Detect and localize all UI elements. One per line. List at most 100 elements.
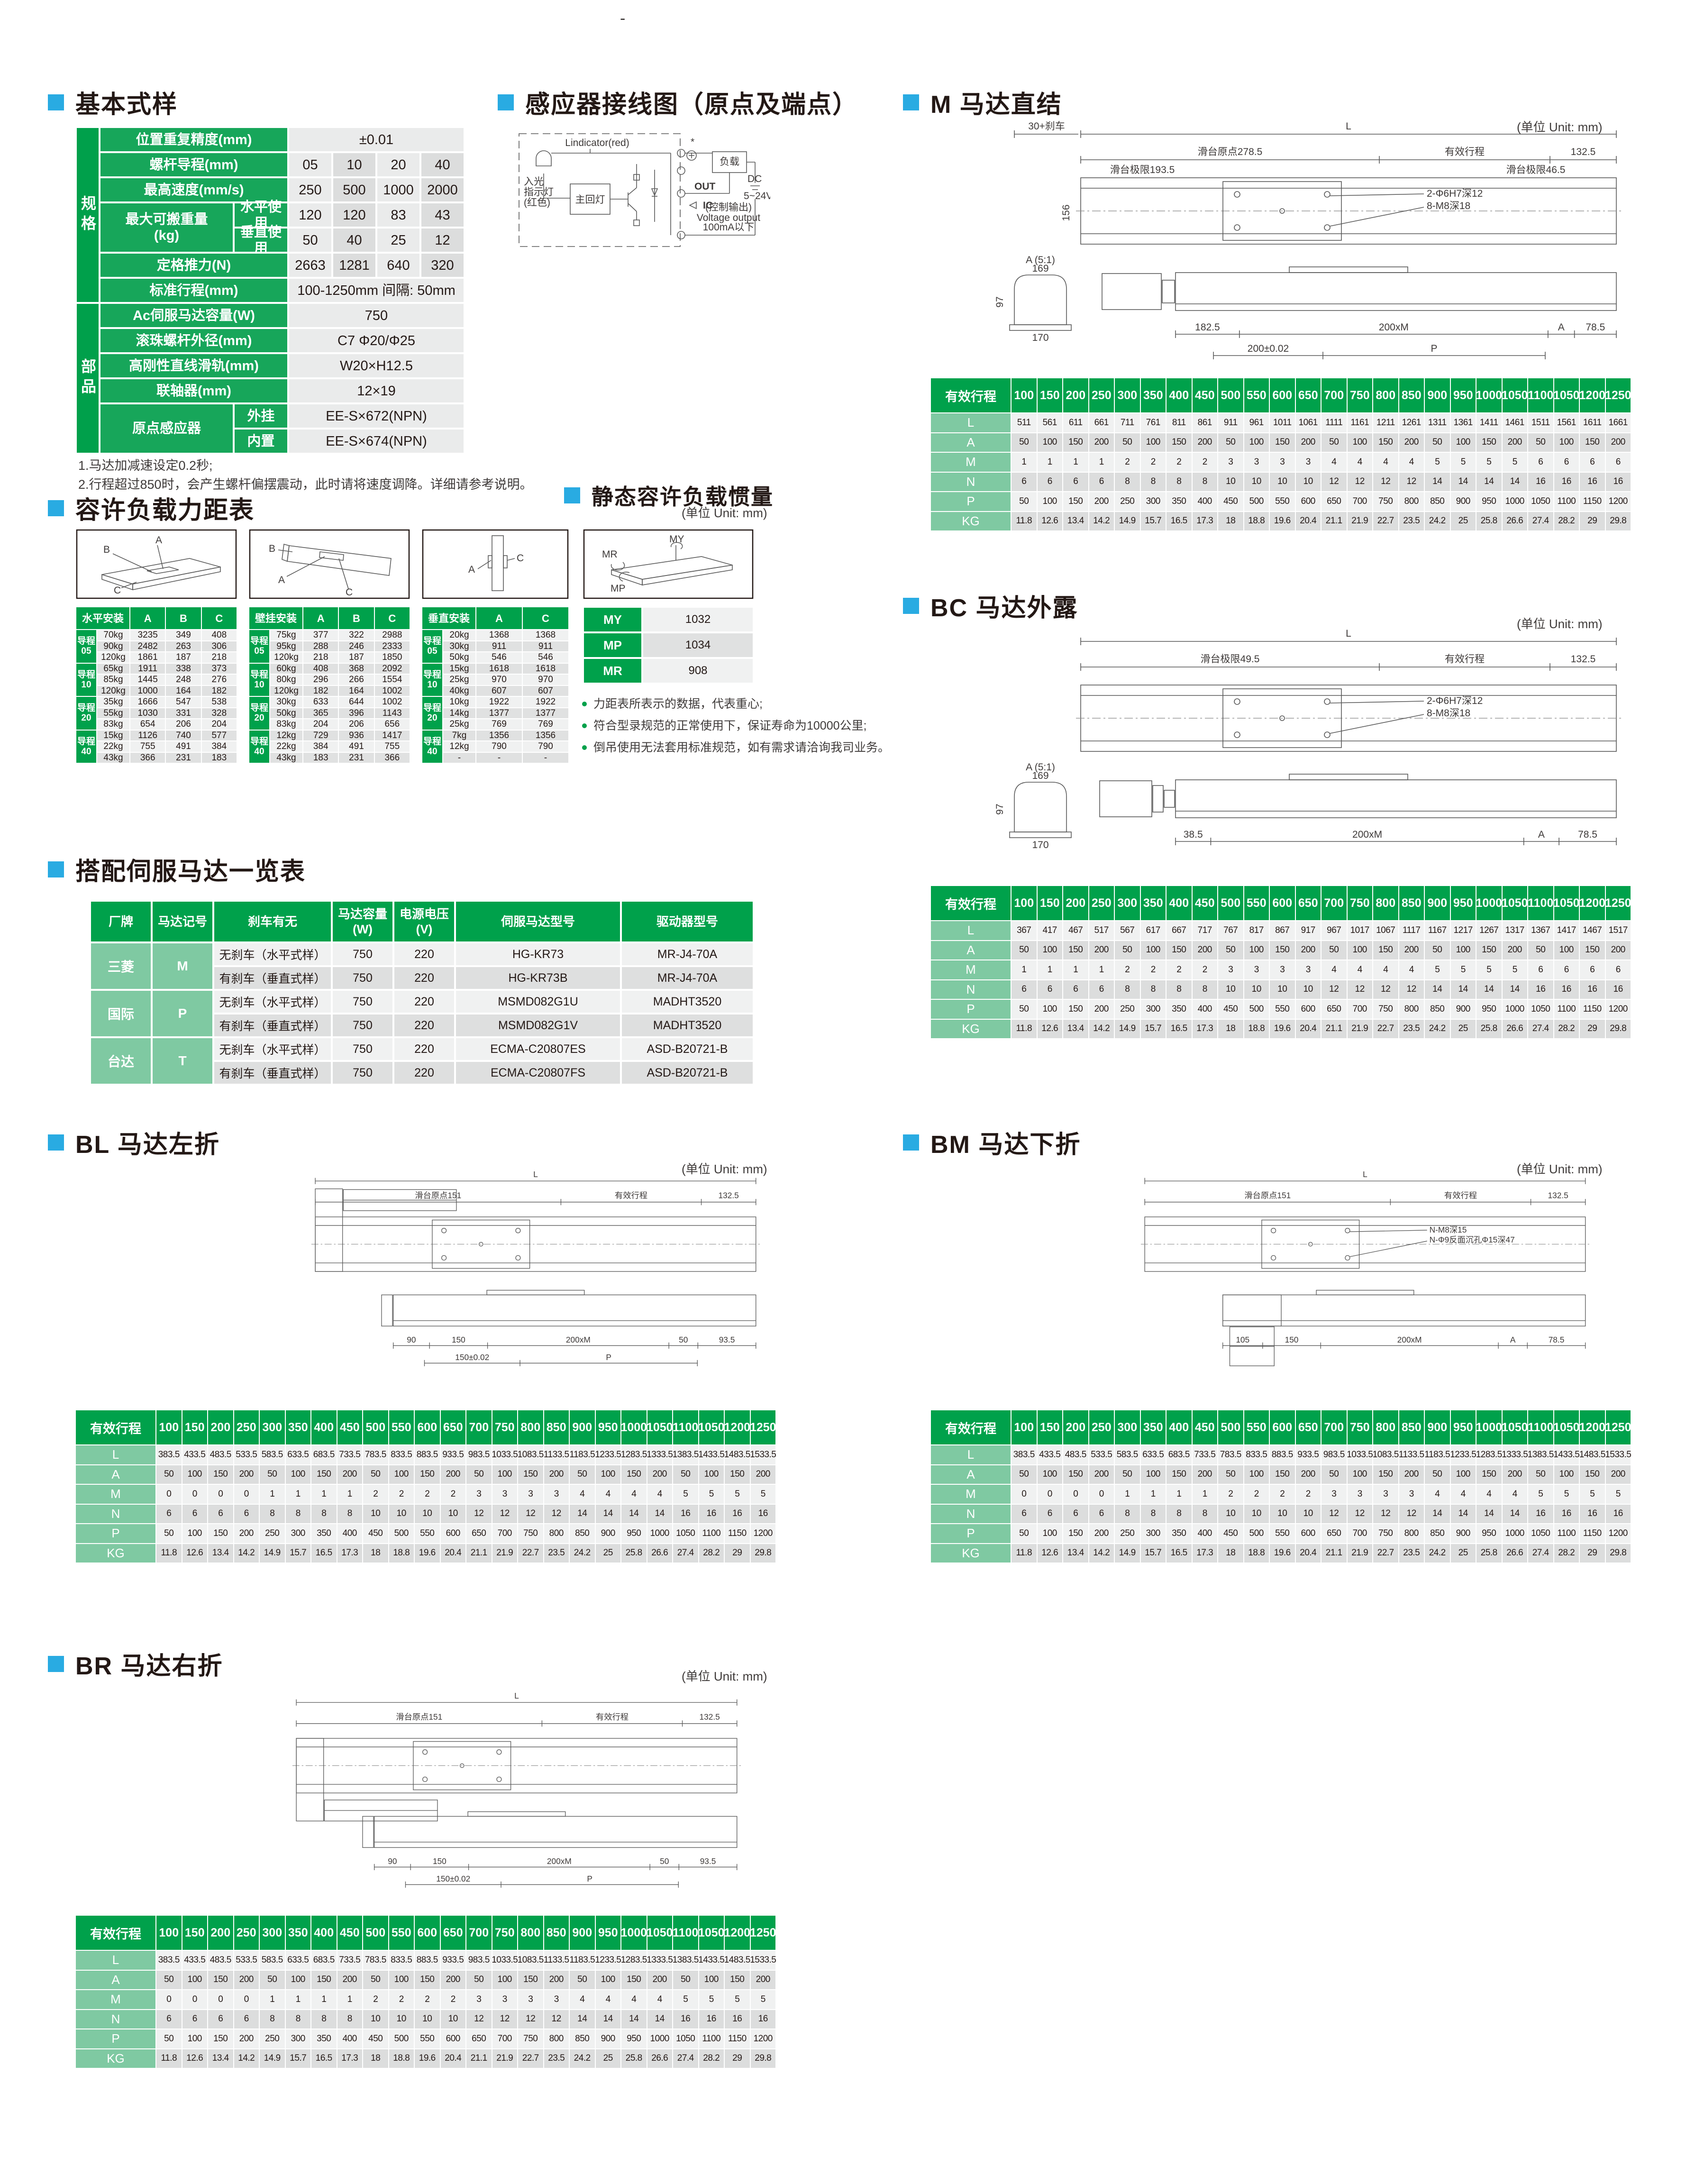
stroke-data-cell: 150 <box>1476 940 1502 960</box>
lead-group-label: 导程 05 <box>76 630 97 663</box>
svg-text:L: L <box>1346 628 1351 639</box>
spec-value: 2663 <box>288 253 332 278</box>
inertia-notes: 力距表所表示的数据，代表重心; 符合型录规范的正常使用下，保证寿命为10000公… <box>582 693 890 758</box>
stroke-data-cell: 6 <box>233 1504 259 1524</box>
stroke-data-cell: 16 <box>1605 472 1631 492</box>
stroke-data-cell: 1011 <box>1269 413 1295 433</box>
stroke-row-label: P <box>930 492 1011 512</box>
stroke-data-cell: 567 <box>1114 921 1140 941</box>
stroke-header-cell: 850 <box>543 1410 569 1445</box>
main-circuit-label: 主回灯 <box>575 194 605 205</box>
sensor-wiring-diagram: 入光 指示灯 (红色) Lindicator(red) 主回灯 * OUT IC… <box>519 133 770 247</box>
stroke-header-cell: 750 <box>1347 1410 1373 1445</box>
stroke-data-cell: 917 <box>1295 921 1321 941</box>
stroke-data-cell: 611 <box>1063 413 1089 433</box>
stroke-data-cell: 483.5 <box>208 1445 234 1465</box>
stroke-data-cell: 4 <box>1450 1484 1476 1504</box>
moment-value-cell: 1002 <box>374 685 410 696</box>
svg-text:2-Φ6H7深12: 2-Φ6H7深12 <box>1427 695 1483 706</box>
moment-value-cell: 790 <box>522 741 569 752</box>
stroke-data-cell: 200 <box>1605 1464 1631 1484</box>
svg-text:90: 90 <box>388 1856 397 1866</box>
stroke-data-cell: 16 <box>1553 472 1579 492</box>
servo-col-header: 驱动器型号 <box>621 901 754 942</box>
stroke-data-cell: 12 <box>466 2009 492 2029</box>
stroke-data-cell: 683.5 <box>311 1445 337 1465</box>
moment-value-cell: 970 <box>476 674 522 685</box>
stroke-data-cell: 100 <box>492 1970 518 1990</box>
moment-col-header: C <box>522 607 569 630</box>
stroke-data-cell: 14 <box>1476 979 1502 999</box>
stroke-data-cell: 1 <box>1088 960 1114 980</box>
moment-value-cell: 491 <box>338 741 374 752</box>
stroke-data-cell: 1 <box>259 1990 285 2010</box>
stroke-data-cell: 12 <box>1347 979 1373 999</box>
stroke-data-cell: 100 <box>1347 1464 1373 1484</box>
inertia-value: 1032 <box>642 607 754 632</box>
stroke-data-cell: 2 <box>414 1484 440 1504</box>
stroke-data-cell: 0 <box>1037 1484 1063 1504</box>
stroke-data-cell: 12 <box>1373 1504 1399 1524</box>
stroke-data-cell: 27.4 <box>673 2048 699 2068</box>
svg-text:200xM: 200xM <box>1397 1335 1422 1344</box>
svg-text:78.5: 78.5 <box>1586 322 1605 333</box>
stroke-data-cell: 150 <box>208 1464 234 1484</box>
stroke-data-cell: 5 <box>1424 452 1450 472</box>
stroke-data-cell: 367 <box>1011 921 1037 941</box>
stroke-data-cell: 50 <box>1528 1464 1554 1484</box>
moment-value-cell: 1911 <box>130 663 166 674</box>
stroke-data-cell: 1 <box>1037 960 1063 980</box>
br-right-fold-drawing: L 滑台原点151 有效行程 132.5 90 150 200xM 50 93.5 150±0.0… <box>292 1691 741 1888</box>
stroke-data-cell: 900 <box>1450 999 1476 1019</box>
stroke-data-cell: 16 <box>1528 979 1554 999</box>
stroke-header-cell: 300 <box>1114 1410 1140 1445</box>
stroke-data-cell: 27.4 <box>1528 1019 1554 1039</box>
section-title: 静态容许负载惯量 <box>592 484 774 509</box>
stroke-data-cell: 250 <box>259 2029 285 2049</box>
stroke-header-cell: 550 <box>388 1410 414 1445</box>
stroke-data-cell: 150 <box>518 1464 544 1484</box>
load-kg-cell: 25kg <box>443 674 476 685</box>
stroke-header-cell: 1200 <box>1579 1410 1605 1445</box>
moment-col-header: B <box>338 607 374 630</box>
stroke-data-cell: 983.5 <box>1321 1445 1347 1465</box>
moment-col-header: A <box>476 607 522 630</box>
section-title: 搭配伺服马达一览表 <box>75 858 306 886</box>
stroke-data-cell: 150 <box>1579 1464 1605 1484</box>
spec-sublabel: 垂直使用 <box>234 225 288 256</box>
moment-value-cell: 288 <box>303 640 339 652</box>
stroke-header-cell: 1100 <box>1528 1410 1554 1445</box>
stroke-data-cell: 800 <box>543 1524 569 1544</box>
stroke-data-cell: 12 <box>1321 472 1347 492</box>
stroke-header-cell: 950 <box>1450 1410 1476 1445</box>
load-kg-cell: 120kg <box>270 652 303 663</box>
stroke-data-cell: 1183.5 <box>569 1950 595 1970</box>
stroke-data-cell: 19.6 <box>1269 511 1295 531</box>
stroke-data-cell: 14 <box>621 2009 647 2029</box>
stroke-header-cell: 1050 <box>1553 378 1580 413</box>
stroke-data-cell: 200 <box>1605 432 1631 452</box>
stroke-data-cell: 1 <box>1063 960 1089 980</box>
stroke-data-cell: 21.9 <box>1347 1543 1373 1563</box>
stroke-data-cell: 500 <box>1243 999 1269 1019</box>
moment-value-cell: 296 <box>303 674 339 685</box>
moment-value-cell: 182 <box>201 685 237 696</box>
moment-value-cell: 1554 <box>374 674 410 685</box>
stroke-data-cell: 1100 <box>1553 1524 1579 1544</box>
stroke-data-cell: 100 <box>1243 940 1269 960</box>
stroke-data-cell: 12 <box>543 1504 569 1524</box>
stroke-data-cell: 20.4 <box>1295 1019 1321 1039</box>
stroke-data-cell: 533.5 <box>233 1445 259 1465</box>
stroke-data-cell: 10 <box>363 2009 389 2029</box>
stroke-header-cell: 1050 <box>647 1410 673 1445</box>
unit-label: (单位 Unit: mm) <box>1517 1162 1603 1176</box>
stroke-data-cell: 100 <box>1037 432 1063 452</box>
spec-value: 12×19 <box>288 378 465 403</box>
moment-col-header: A <box>303 607 339 630</box>
svg-text:97: 97 <box>994 296 1005 307</box>
stroke-data-cell: 600 <box>1295 1524 1321 1544</box>
stroke-data-cell: 23.5 <box>1398 1019 1424 1039</box>
stroke-data-cell: 50 <box>156 1524 182 1544</box>
stroke-data-cell: 300 <box>1140 999 1166 1019</box>
